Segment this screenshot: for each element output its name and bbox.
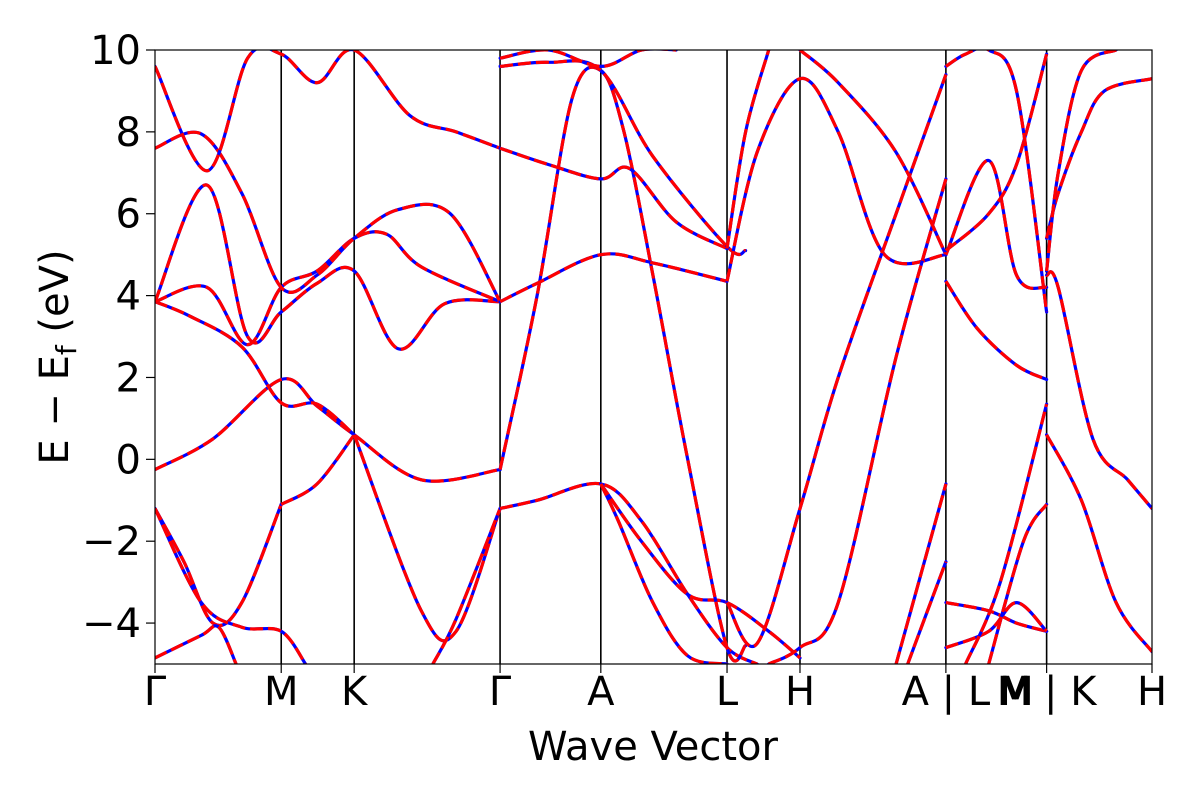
- band-line-1-a: [155, 300, 356, 437]
- y-axis-label-unit: (eV): [32, 249, 78, 345]
- band-line-3-b: [155, 230, 501, 347]
- band-line-6-b: [155, 503, 283, 628]
- band-line-8-b: [155, 624, 238, 664]
- x-extra-label: M: [999, 669, 1034, 715]
- y-tick-label: 10: [90, 28, 141, 74]
- band-line-13-b: [599, 482, 802, 660]
- band-line-0-b: [155, 377, 501, 483]
- band-line-19-b: [599, 483, 728, 664]
- x-tick-label: M: [264, 669, 299, 715]
- band-line-8-a: [155, 624, 238, 664]
- band-line-5-b: [155, 50, 501, 173]
- band-line-24-b: [798, 50, 948, 256]
- band-line-27-b: [944, 158, 1048, 291]
- band-line-20-b: [725, 77, 947, 282]
- band-line-16-b: [499, 146, 728, 250]
- y-tick-label: −2: [82, 519, 141, 565]
- band-line-35-b: [1045, 270, 1152, 510]
- y-tick-label: 8: [116, 110, 141, 156]
- band-line-11-b: [431, 507, 502, 664]
- band-line-25-b: [894, 483, 948, 664]
- band-line-15-a: [498, 252, 729, 304]
- x-tick-label: M | K: [997, 669, 1098, 715]
- band-line-38-b: [945, 50, 1049, 313]
- band-line-15-b: [499, 252, 728, 304]
- band-line-7-b: [155, 507, 307, 664]
- band-line-31-b: [945, 601, 1048, 650]
- band-line-2-b: [155, 183, 501, 351]
- y-axis-label-subscript: f: [50, 344, 83, 355]
- plot-frame: [154, 49, 1153, 665]
- band-line-10-b: [352, 434, 502, 643]
- band-line-26-b: [906, 561, 948, 664]
- band-line-5-a: [155, 50, 502, 173]
- band-line-9-a: [279, 433, 356, 506]
- band-line-34-a: [1045, 433, 1152, 654]
- y-tick-label: 0: [116, 437, 141, 483]
- band-line-24-a: [798, 50, 948, 257]
- band-line-34-b: [1045, 434, 1152, 653]
- band-line-16-a: [498, 146, 729, 251]
- band-line-30-b: [945, 601, 1048, 633]
- band-line-6-a: [155, 502, 283, 628]
- band-line-33-a: [987, 502, 1049, 664]
- band-line-23-a: [767, 177, 948, 664]
- kpoint-lines: [280, 50, 1048, 664]
- band-line-29-a: [944, 279, 1049, 382]
- band-line-37-b: [1045, 50, 1117, 272]
- y-axis-label: E − Ef (eV): [32, 249, 83, 464]
- band-line-30-a: [944, 601, 1049, 633]
- bands: [155, 50, 1152, 664]
- band-line-21-b: [725, 50, 771, 249]
- band-line-4-b: [155, 130, 502, 303]
- band-line-13-a: [599, 482, 802, 660]
- x-tick-label: K: [341, 669, 369, 715]
- band-line-9-b: [280, 433, 356, 506]
- band-line-0-a: [155, 377, 502, 483]
- y-tick-label: −4: [82, 601, 141, 647]
- band-line-17-b: [499, 59, 746, 257]
- band-line-22-b: [725, 74, 948, 649]
- band-line-14-b: [498, 65, 748, 663]
- band-line-22-a: [725, 73, 948, 649]
- x-tick-label: L: [716, 669, 739, 715]
- x-tick-label: H: [1137, 669, 1167, 715]
- x-tick-label: Γ: [489, 669, 512, 715]
- x-tick-label: H: [785, 669, 815, 715]
- band-line-18-a: [498, 50, 678, 68]
- y-tick-label: 6: [116, 192, 141, 238]
- band-line-37-a: [1045, 50, 1118, 273]
- band-line-23-b: [767, 178, 948, 664]
- band-line-10-a: [352, 433, 502, 643]
- y-tick-label: 4: [116, 274, 141, 320]
- band-line-7-a: [155, 506, 308, 664]
- y-axis-ticks: −4 −2 0 2 4 6 8 10: [82, 28, 155, 647]
- band-line-29-b: [944, 280, 1048, 381]
- band-line-12-b: [499, 481, 758, 664]
- band-line-32-b: [964, 403, 1049, 664]
- band-line-20-a: [725, 77, 948, 283]
- band-line-36-a: [1045, 77, 1152, 240]
- x-tick-label: Γ: [144, 669, 167, 715]
- y-axis-label-main: E − E: [32, 355, 78, 465]
- x-tick-label: A | L: [902, 669, 991, 715]
- band-line-33-b: [987, 503, 1048, 664]
- band-line-1-b: [155, 300, 356, 437]
- x-tick-label: A: [587, 669, 615, 715]
- band-line-21-a: [725, 50, 771, 251]
- band-line-36-b: [1045, 77, 1152, 239]
- x-axis-label: Wave Vector: [528, 724, 779, 770]
- band-line-32-a: [964, 402, 1049, 664]
- band-line-28-a: [944, 52, 1049, 253]
- band-line-28-b: [944, 53, 1049, 252]
- y-tick-label: 2: [116, 355, 141, 401]
